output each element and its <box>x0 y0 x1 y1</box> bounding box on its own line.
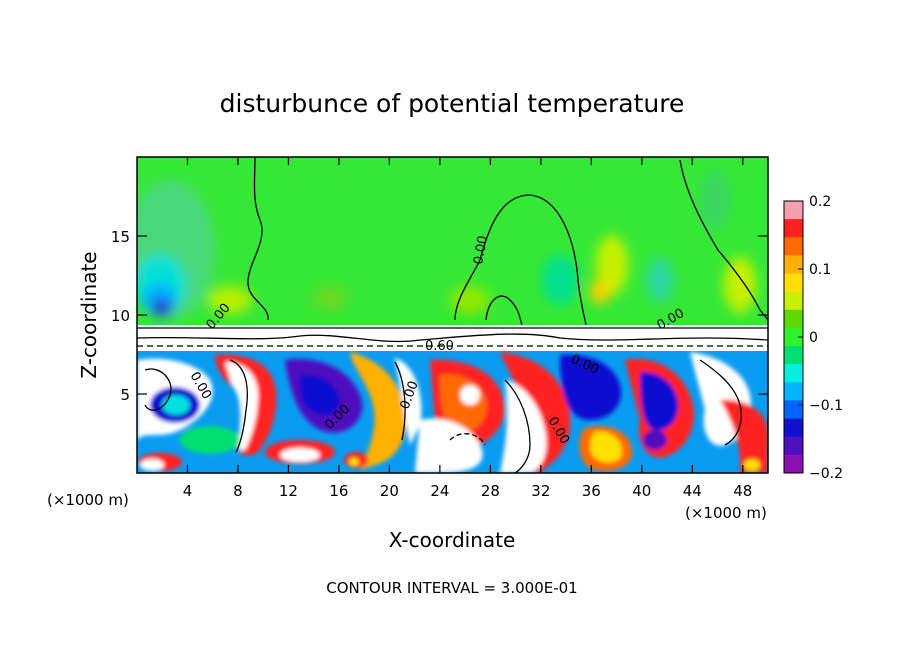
y-axis-title: Z-coordinate <box>77 251 101 378</box>
y-axis: 5 10 15 <box>111 228 768 404</box>
x-axis: 4 8 12 16 20 24 28 32 36 40 44 48 <box>183 157 752 500</box>
y-tick-label: 15 <box>111 228 130 246</box>
turbulent-layer <box>137 351 768 473</box>
colorbar-swatch <box>784 327 803 347</box>
x-tick-label: 44 <box>683 482 702 500</box>
x-tick-label: 20 <box>380 482 399 500</box>
x-axis-title: X-coordinate <box>389 528 516 552</box>
z-unit-label: (×1000 m) <box>47 491 129 509</box>
x-tick-label: 40 <box>632 482 651 500</box>
x-unit-label: (×1000 m) <box>685 504 767 522</box>
y-tick-label: 5 <box>120 386 130 404</box>
x-tick-label: 28 <box>481 482 500 500</box>
colorbar-tick-label: 0 <box>809 330 818 346</box>
colorbar-tick-label: 0.2 <box>809 194 831 210</box>
x-tick-label: 32 <box>531 482 550 500</box>
colorbar-tick-label: −0.2 <box>809 466 843 482</box>
contour-label: 0.60 <box>425 339 454 354</box>
heatmap-field: 0.00 0.00 0.60 0.00 0.00 0.00 0.00 0.00 … <box>137 157 768 473</box>
colorbar-swatch <box>784 219 803 238</box>
colorbar-swatch <box>784 418 803 438</box>
colorbar-swatch <box>784 291 803 311</box>
colorbar-swatch <box>784 436 803 456</box>
contour-interval-note: CONTOUR INTERVAL = 3.000E-01 <box>326 579 577 597</box>
colorbar: 0.2 0.1 0 −0.1 −0.2 <box>783 194 843 482</box>
colorbar-swatch <box>784 346 803 365</box>
colorbar-swatch <box>784 382 803 401</box>
colorbar-swatch <box>784 309 803 329</box>
contour-label: 0.00 <box>471 235 491 266</box>
colorbar-swatch <box>784 364 803 383</box>
chart-title: disturbunce of potential temperature <box>220 89 685 118</box>
x-tick-label: 8 <box>233 482 243 500</box>
x-tick-label: 12 <box>279 482 298 500</box>
y-tick-label: 10 <box>111 307 130 325</box>
colorbar-swatch <box>784 454 803 474</box>
contour-lines <box>137 157 768 473</box>
colorbar-swatch <box>784 201 803 220</box>
x-tick-label: 24 <box>430 482 449 500</box>
colorbar-swatch <box>784 237 803 256</box>
colorbar-swatch <box>784 255 803 275</box>
colorbar-tick-label: 0.1 <box>809 262 831 278</box>
colorbar-swatch <box>784 273 803 293</box>
x-tick-label: 16 <box>329 482 348 500</box>
x-tick-label: 4 <box>183 482 193 500</box>
x-tick-label: 48 <box>733 482 752 500</box>
colorbar-tick-label: −0.1 <box>809 398 843 414</box>
colorbar-swatch <box>784 400 803 420</box>
x-tick-label: 36 <box>582 482 601 500</box>
